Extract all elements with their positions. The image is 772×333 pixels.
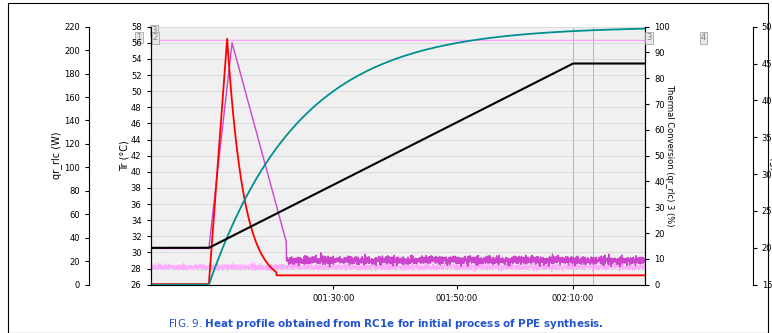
Text: FIG. 9. $\bf{Heat\ profile\ obtained\ from\ RC1e\ for\ initial\ process\ of\ PPE: FIG. 9. $\bf{Heat\ profile\ obtained\ fr… — [168, 317, 604, 331]
Y-axis label: Tr (°C): Tr (°C) — [120, 140, 130, 171]
Y-axis label: Thermal Conversion (qr_rlc) 3 (%): Thermal Conversion (qr_rlc) 3 (%) — [665, 85, 674, 227]
Text: 3: 3 — [151, 26, 157, 35]
Text: 2: 2 — [153, 33, 158, 42]
Text: 4: 4 — [701, 33, 706, 42]
Y-axis label: Mr (g): Mr (g) — [769, 141, 772, 170]
Y-axis label: qr_rlc (W): qr_rlc (W) — [52, 132, 63, 179]
Text: 3: 3 — [646, 33, 652, 42]
Text: 1: 1 — [136, 33, 141, 42]
